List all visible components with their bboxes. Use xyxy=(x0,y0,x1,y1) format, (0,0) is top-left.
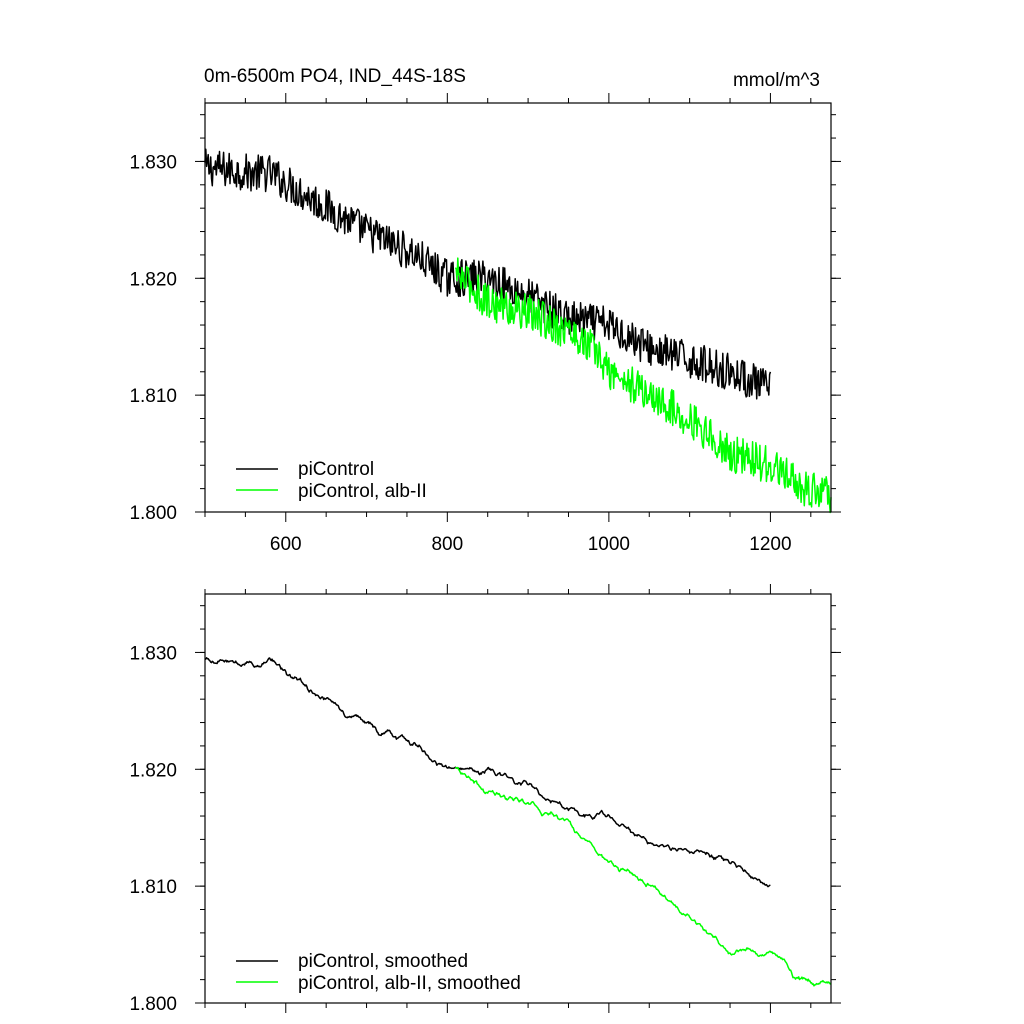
top-panel: 0m-6500m PO4, IND_44S-18S mmol/m^3 600 80… xyxy=(129,66,841,555)
x-tick-label: 1000 xyxy=(588,534,630,555)
y-tick-label: 1.810 xyxy=(129,877,177,898)
legend-label-picontrol-alb-ii: piControl, alb-II xyxy=(298,481,427,502)
y-tick-label: 1.810 xyxy=(129,386,177,407)
y-tick-label: 1.830 xyxy=(129,152,177,173)
series-line-picontrol-alb-ii-smoothed xyxy=(454,766,832,987)
series-line-picontrol-smoothed xyxy=(204,657,771,888)
bottom-panel-series xyxy=(204,657,832,987)
legend-label-picontrol: piControl xyxy=(298,459,374,480)
x-tick-label: 600 xyxy=(270,534,302,555)
top-panel-series xyxy=(204,148,832,514)
y-tick-label: 1.800 xyxy=(129,994,177,1015)
y-tick-label: 1.820 xyxy=(129,760,177,781)
legend-label-picontrol-alb-ii-smoothed: piControl, alb-II, smoothed xyxy=(298,973,521,994)
bottom-panel: 1.800 1.810 1.820 1.830 piControl, smoothed… xyxy=(129,584,841,1015)
legend-label-picontrol-smoothed: piControl, smoothed xyxy=(298,951,468,972)
series-line-picontrol-alb-ii xyxy=(454,257,832,514)
bottom-panel-ticks: 1.800 1.810 1.820 1.830 xyxy=(129,584,841,1015)
bottom-panel-frame xyxy=(204,593,832,1004)
top-panel-ticks: 600 800 1000 1200 1.800 1.810 1.820 1.830 xyxy=(129,93,841,555)
x-tick-label: 800 xyxy=(431,534,463,555)
y-tick-label: 1.800 xyxy=(129,503,177,524)
top-panel-units: mmol/m^3 xyxy=(733,70,820,91)
y-tick-label: 1.830 xyxy=(129,643,177,664)
top-panel-title: 0m-6500m PO4, IND_44S-18S xyxy=(204,66,466,87)
x-tick-label: 1200 xyxy=(749,534,791,555)
y-tick-label: 1.820 xyxy=(129,269,177,290)
top-panel-legend: piControl piControl, alb-II xyxy=(236,459,427,502)
series-line-picontrol xyxy=(204,148,772,400)
bottom-panel-legend: piControl, smoothed piControl, alb-II, s… xyxy=(236,951,521,994)
top-panel-frame xyxy=(204,102,832,513)
